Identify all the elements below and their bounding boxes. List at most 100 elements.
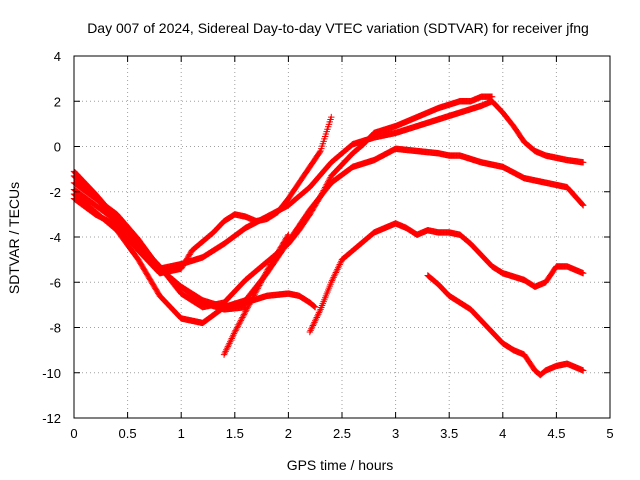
data-point <box>223 346 230 354</box>
data-point <box>306 328 314 336</box>
data-point <box>234 323 242 330</box>
data-point <box>255 283 262 291</box>
data-point <box>223 344 231 352</box>
data-point <box>235 321 242 328</box>
data-point <box>330 274 337 281</box>
series-track-8 <box>306 220 587 336</box>
data-point <box>332 269 340 276</box>
data-point <box>256 282 263 289</box>
data-point <box>323 181 330 188</box>
data-point <box>230 330 238 337</box>
data-point <box>232 327 239 334</box>
data-point <box>318 191 325 199</box>
data-point <box>322 182 330 190</box>
x-axis-label: GPS time / hours <box>287 457 394 473</box>
data-point <box>243 305 251 312</box>
data-point <box>320 187 327 194</box>
y-axis-label: SDTVAR / TECUs <box>6 182 22 294</box>
x-tick-label: 4 <box>499 426 506 441</box>
series-layer <box>70 93 587 379</box>
data-point <box>244 304 252 311</box>
data-point <box>329 275 337 283</box>
data-point <box>284 232 291 240</box>
data-point <box>311 319 318 326</box>
data-point <box>580 202 587 209</box>
y-tick-label: 4 <box>54 49 61 64</box>
data-point <box>316 148 323 156</box>
data-point <box>260 273 268 280</box>
data-point <box>262 270 269 278</box>
x-tick-label: 3 <box>392 426 399 441</box>
x-tick-label: 1.5 <box>226 426 244 441</box>
data-point <box>313 314 320 321</box>
data-point <box>334 264 342 271</box>
data-point <box>337 259 344 267</box>
data-point <box>316 307 323 315</box>
data-point <box>240 312 247 320</box>
data-point <box>316 194 323 201</box>
y-tick-label: -10 <box>42 366 61 381</box>
data-point <box>246 301 253 308</box>
grid <box>74 56 610 418</box>
data-point <box>315 309 323 316</box>
data-point <box>335 262 343 270</box>
data-point <box>321 184 329 191</box>
data-point <box>579 201 586 208</box>
data-point <box>253 286 261 294</box>
data-point <box>325 177 333 184</box>
x-tick-label: 0 <box>70 426 77 441</box>
data-point <box>236 318 244 326</box>
data-point <box>326 175 333 183</box>
data-point <box>321 185 328 193</box>
tick-labels: 0 0.5 1 1.5 2 2.5 3 3.5 4 4.5 5 -12 -10 -8 -6 -4 -2 0 2 4 <box>42 49 613 441</box>
data-point <box>580 270 587 277</box>
data-point <box>225 341 232 349</box>
data-point <box>328 279 335 286</box>
data-point <box>312 303 319 311</box>
data-point <box>241 309 248 317</box>
y-tick-label: -12 <box>42 411 61 426</box>
data-point <box>252 289 259 296</box>
data-point <box>310 320 317 328</box>
x-tick-label: 4.5 <box>547 426 565 441</box>
data-point <box>254 285 261 292</box>
data-point <box>311 303 318 310</box>
data-point <box>336 261 343 268</box>
data-point <box>231 328 238 336</box>
data-point <box>236 320 243 327</box>
data-point <box>324 179 331 187</box>
data-point <box>262 269 270 276</box>
data-point <box>243 307 250 314</box>
series-track-3 <box>70 145 587 311</box>
data-point <box>240 311 248 318</box>
data-point <box>259 276 266 283</box>
series-track-6 <box>70 195 249 313</box>
data-point <box>328 113 335 121</box>
x-tick-label: 2.5 <box>333 426 351 441</box>
data-point <box>334 266 341 273</box>
data-point <box>580 367 587 374</box>
data-point <box>312 317 319 324</box>
data-point <box>308 323 316 331</box>
data-point <box>310 302 317 310</box>
data-point <box>258 277 265 285</box>
data-point <box>257 279 265 286</box>
data-point <box>256 280 264 288</box>
data-point <box>242 308 249 315</box>
data-point <box>246 299 254 307</box>
data-point <box>222 348 229 355</box>
series-track-4 <box>70 93 496 311</box>
data-point <box>229 333 236 341</box>
series-track-9 <box>424 272 587 379</box>
y-tick-label: -6 <box>49 275 61 290</box>
data-point <box>233 324 241 331</box>
data-point <box>488 93 496 100</box>
data-point <box>331 270 339 278</box>
data-point <box>237 317 245 324</box>
data-point <box>251 291 258 298</box>
data-point <box>239 314 246 321</box>
data-point <box>308 325 315 332</box>
x-tick-label: 5 <box>606 426 613 441</box>
data-point <box>227 336 235 344</box>
